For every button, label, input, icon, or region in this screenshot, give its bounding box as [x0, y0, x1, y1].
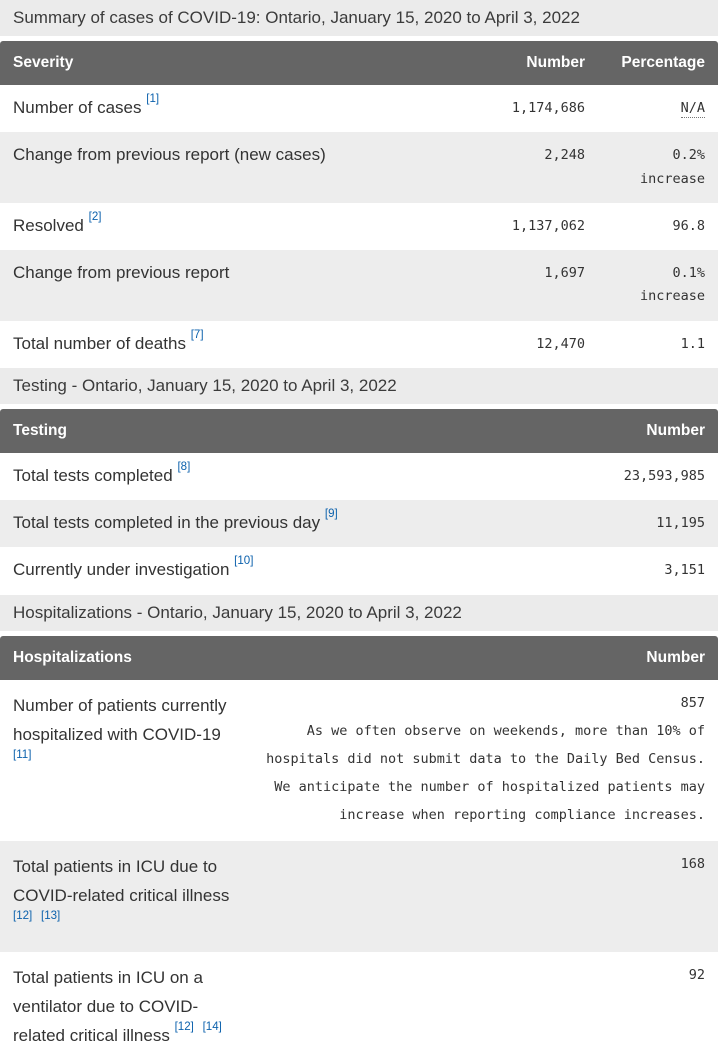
- row-label-text: Total patients in ICU on a ventilator du…: [13, 968, 203, 1045]
- number-cell: 1,174,686: [511, 100, 585, 117]
- footnote-link[interactable]: [14]: [202, 1020, 222, 1033]
- row-label-text: Currently under investigation: [13, 560, 230, 580]
- column-header-number: Number: [568, 409, 718, 454]
- footnote-link[interactable]: [13]: [41, 910, 61, 923]
- row-label-text: Number of patients currently hospitalize…: [13, 695, 227, 744]
- number-cell: 12,470: [536, 335, 585, 352]
- footnote-link[interactable]: [1]: [146, 93, 160, 106]
- number-cell: 168: [680, 856, 705, 873]
- severity-header-row: Severity Number Percentage: [0, 41, 718, 86]
- section-title-summary: Summary of cases of COVID-19: Ontario, J…: [0, 0, 718, 37]
- footnote-link[interactable]: [12]: [174, 1020, 194, 1033]
- row-label-text: Change from previous report (new cases): [13, 145, 326, 165]
- row-label-text: Resolved: [13, 215, 84, 235]
- row-label-total-deaths: Total number of deaths [7]: [0, 321, 466, 368]
- row-label-text: Total patients in ICU due to COVID-relat…: [13, 857, 230, 906]
- table-row: Resolved [2] 1,137,062 96.8: [0, 202, 718, 251]
- row-label-currently-hospitalized: Number of patients currently hospitalize…: [0, 680, 243, 842]
- table-row: Currently under investigation [10] 3,151: [0, 547, 718, 595]
- table-row: Change from previous report 1,697 0.1% i…: [0, 250, 718, 321]
- number-cell: 11,195: [656, 515, 705, 532]
- section-hospitalizations: Hospitalizations - Ontario, January 15, …: [0, 594, 718, 1063]
- percentage-cell: N/A: [598, 85, 718, 132]
- testing-header-row: Testing Number: [0, 409, 718, 454]
- row-label-change-previous-report: Change from previous report: [0, 250, 466, 320]
- table-row: Change from previous report (new cases) …: [0, 132, 718, 203]
- number-value: 857: [680, 694, 705, 711]
- table-row: Number of patients currently hospitalize…: [0, 679, 718, 842]
- hospitalizations-table: Hospitalizations Number Number of patien…: [0, 635, 718, 1063]
- column-header-number: Number: [466, 41, 598, 86]
- section-testing: Testing - Ontario, January 15, 2020 to A…: [0, 367, 718, 595]
- table-row: Total tests completed [8] 23,593,985: [0, 453, 718, 501]
- number-cell: 1,697: [544, 265, 585, 282]
- column-header-number: Number: [243, 635, 718, 680]
- footnote-link[interactable]: [7]: [190, 328, 204, 341]
- section-title-testing: Testing - Ontario, January 15, 2020 to A…: [0, 367, 718, 405]
- row-label-text: Total tests completed: [13, 466, 173, 486]
- row-label-text: Total tests completed in the previous da…: [13, 513, 321, 533]
- number-cell: 92: [688, 967, 705, 984]
- row-label-text: Change from previous report: [13, 263, 230, 283]
- table-row: Total patients in ICU due to COVID-relat…: [0, 841, 718, 953]
- percentage-value: 0.2%: [672, 147, 705, 164]
- percentage-cell: 0.1% increase: [598, 250, 718, 320]
- row-label-number-of-cases: Number of cases [1]: [0, 85, 466, 132]
- percentage-cell: 0.2% increase: [598, 132, 718, 202]
- table-row: Total patients in ICU on a ventilator du…: [0, 952, 718, 1063]
- row-label-icu-patients: Total patients in ICU due to COVID-relat…: [0, 841, 243, 952]
- severity-table: Severity Number Percentage Number of cas…: [0, 41, 718, 368]
- percentage-note: increase: [639, 170, 705, 187]
- section-summary-of-cases: Summary of cases of COVID-19: Ontario, J…: [0, 0, 718, 368]
- row-label-under-investigation: Currently under investigation [10]: [0, 547, 568, 594]
- na-abbr: N/A: [680, 100, 705, 119]
- number-cell: 857 As we often observe on weekends, mor…: [243, 680, 718, 842]
- hospitalization-data-note: As we often observe on weekends, more th…: [266, 723, 705, 824]
- row-label-total-tests: Total tests completed [8]: [0, 453, 568, 500]
- row-label-text: Number of cases: [13, 98, 142, 118]
- table-row: Total number of deaths [7] 12,470 1.1: [0, 320, 718, 368]
- percentage-cell: 1.1: [680, 335, 705, 352]
- table-row: Number of cases [1] 1,174,686 N/A: [0, 85, 718, 133]
- section-title-hospitalizations: Hospitalizations - Ontario, January 15, …: [0, 594, 718, 631]
- number-cell: 1,137,062: [511, 217, 585, 234]
- column-header-hospitalizations: Hospitalizations: [0, 635, 243, 680]
- footnote-link[interactable]: [2]: [88, 210, 102, 223]
- number-cell: 2,248: [544, 147, 585, 164]
- footnote-link[interactable]: [12]: [13, 910, 33, 923]
- percentage-value: 0.1%: [672, 265, 705, 282]
- footnote-link[interactable]: [8]: [177, 460, 191, 473]
- percentage-note: increase: [639, 288, 705, 305]
- column-header-testing: Testing: [0, 409, 568, 454]
- row-label-icu-ventilator-patients: Total patients in ICU on a ventilator du…: [0, 952, 243, 1063]
- column-header-percentage: Percentage: [598, 41, 718, 86]
- footnote-link[interactable]: [10]: [234, 555, 254, 568]
- footnote-link[interactable]: [9]: [324, 508, 338, 521]
- footnote-link[interactable]: [11]: [13, 748, 32, 761]
- hospitalizations-header-row: Hospitalizations Number: [0, 635, 718, 680]
- row-label-text: Total number of deaths: [13, 333, 186, 353]
- row-label-resolved: Resolved [2]: [0, 203, 466, 250]
- percentage-cell: 96.8: [672, 217, 705, 234]
- table-row: Total tests completed in the previous da…: [0, 500, 718, 548]
- row-label-change-new-cases: Change from previous report (new cases): [0, 132, 466, 202]
- row-label-tests-previous-day: Total tests completed in the previous da…: [0, 500, 568, 547]
- column-header-severity: Severity: [0, 41, 466, 86]
- number-cell: 3,151: [664, 562, 705, 579]
- testing-table: Testing Number Total tests completed [8]…: [0, 409, 718, 595]
- number-cell: 23,593,985: [623, 468, 705, 485]
